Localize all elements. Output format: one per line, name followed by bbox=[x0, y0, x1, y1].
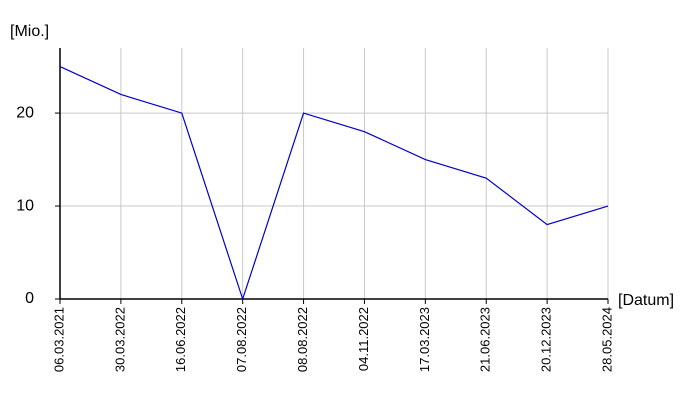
x-tick-label: 04.11.2022 bbox=[356, 307, 371, 371]
y-tick-label: 20 bbox=[16, 104, 34, 121]
x-axis-label: [Datum] bbox=[618, 292, 674, 309]
data-line bbox=[59, 66, 609, 301]
x-tick-label: 08.08.2022 bbox=[295, 307, 310, 372]
x-tick-label: 16.06.2022 bbox=[173, 307, 188, 372]
x-tick-label: 06.03.2021 bbox=[51, 307, 66, 372]
y-tick-label: 0 bbox=[25, 290, 34, 307]
x-tick-label: 07.08.2022 bbox=[234, 307, 249, 372]
x-tick-label: 20.12.2023 bbox=[539, 307, 554, 372]
y-axis-label: [Mio.] bbox=[10, 23, 49, 40]
x-tick-label: 17.03.2023 bbox=[417, 307, 432, 372]
x-tick-label: 21.06.2023 bbox=[478, 307, 493, 372]
x-tick-label: 28.05.2024 bbox=[599, 307, 614, 372]
x-tick-label: 30.03.2022 bbox=[112, 307, 127, 372]
y-tick-label: 10 bbox=[16, 197, 34, 214]
